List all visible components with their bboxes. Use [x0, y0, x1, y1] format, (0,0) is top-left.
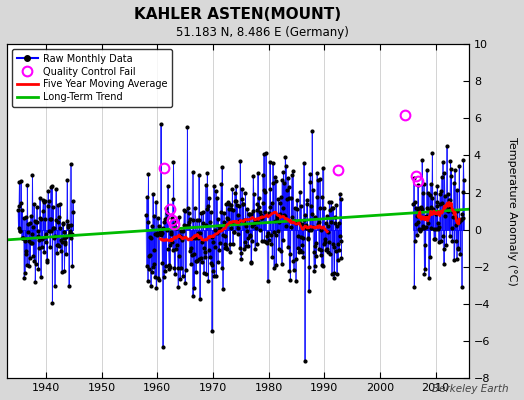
Legend: Raw Monthly Data, Quality Control Fail, Five Year Moving Average, Long-Term Tren: Raw Monthly Data, Quality Control Fail, …: [12, 49, 172, 107]
Text: Berkeley Earth: Berkeley Earth: [432, 384, 508, 394]
Y-axis label: Temperature Anomaly (°C): Temperature Anomaly (°C): [507, 137, 517, 286]
Text: 51.183 N, 8.486 E (Germany): 51.183 N, 8.486 E (Germany): [176, 26, 348, 39]
Title: KAHLER ASTEN(MOUNT): KAHLER ASTEN(MOUNT): [135, 7, 342, 22]
